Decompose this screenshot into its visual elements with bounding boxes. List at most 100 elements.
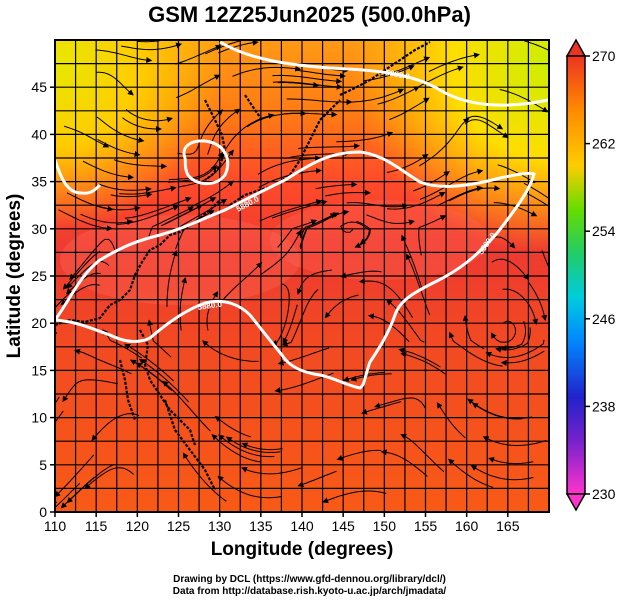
streamline xyxy=(211,434,262,463)
streamline xyxy=(485,339,545,359)
streamline xyxy=(270,283,290,346)
streamline xyxy=(113,159,168,170)
streamline xyxy=(448,458,494,488)
contour-label: 5880.0 xyxy=(197,300,223,312)
streamline xyxy=(124,343,174,382)
colorbar-tick-label: 254 xyxy=(592,223,616,239)
streamline xyxy=(350,373,392,382)
streamline xyxy=(191,180,234,207)
geopotential-contour-5880 xyxy=(55,40,549,390)
streamline xyxy=(359,278,414,318)
streamline xyxy=(412,171,450,192)
streamline xyxy=(363,65,415,82)
credit-drawing: Drawing by DCL (https://www.gfd-dennou.o… xyxy=(173,574,446,585)
streamline xyxy=(91,413,140,442)
streamline xyxy=(336,131,394,143)
y-tick-label: 35 xyxy=(31,174,47,190)
streamline xyxy=(500,320,526,352)
streamline xyxy=(175,44,222,65)
streamline xyxy=(296,69,346,79)
credits: Drawing by DCL (https://www.gfd-dennou.o… xyxy=(0,574,619,598)
streamline xyxy=(366,214,415,226)
x-tick-label: 155 xyxy=(414,518,438,534)
streamlines xyxy=(55,40,549,509)
streamline xyxy=(283,111,338,118)
streamline xyxy=(166,249,178,307)
x-tick-label: 135 xyxy=(249,518,273,534)
streamline xyxy=(281,288,319,347)
streamline xyxy=(374,397,427,410)
streamline xyxy=(497,164,536,184)
streamline xyxy=(241,442,283,451)
streamline xyxy=(322,490,387,504)
streamline xyxy=(462,315,485,350)
streamline xyxy=(162,380,211,432)
streamline xyxy=(386,191,446,210)
colorbar-scale xyxy=(566,55,586,495)
streamline xyxy=(277,219,318,248)
streamline xyxy=(300,212,340,250)
streamline xyxy=(258,167,322,188)
streamline xyxy=(324,294,359,319)
streamline xyxy=(418,215,447,256)
streamline xyxy=(168,151,224,181)
y-tick-label: 0 xyxy=(39,504,47,520)
streamline xyxy=(389,97,430,121)
streamline xyxy=(66,260,110,289)
streamline xyxy=(470,465,534,481)
streamline xyxy=(377,86,420,105)
streamline xyxy=(202,340,259,362)
streamline xyxy=(488,457,534,465)
x-tick-label: 150 xyxy=(373,518,397,534)
x-tick-label: 130 xyxy=(208,518,232,534)
streamline xyxy=(241,467,302,475)
streamline xyxy=(96,116,145,143)
streamline xyxy=(214,415,251,438)
streamline xyxy=(225,436,281,453)
y-tick-label: 25 xyxy=(31,268,47,284)
streamline xyxy=(418,118,470,167)
streamline xyxy=(82,160,135,180)
streamline xyxy=(482,436,547,446)
streamline xyxy=(165,204,203,225)
colorbar-tick-label: 262 xyxy=(592,136,616,152)
y-tick-label: 30 xyxy=(31,221,47,237)
y-tick-label: 5 xyxy=(39,457,47,473)
streamline xyxy=(500,350,545,366)
x-tick-label: 140 xyxy=(290,518,314,534)
streamline xyxy=(315,181,358,190)
streamline xyxy=(178,198,228,231)
streamline xyxy=(272,74,343,85)
streamline xyxy=(340,221,371,245)
streamline xyxy=(448,185,501,202)
streamline xyxy=(400,351,446,375)
streamline xyxy=(386,299,425,343)
x-tick-label: 115 xyxy=(85,518,108,534)
streamline xyxy=(62,250,101,290)
streamline xyxy=(277,81,320,88)
streamline xyxy=(55,332,58,336)
streamline xyxy=(69,238,116,281)
streamline xyxy=(124,196,192,219)
streamline xyxy=(195,40,197,41)
streamline xyxy=(119,185,177,195)
streamline xyxy=(125,109,174,123)
streamline xyxy=(528,282,548,322)
streamline xyxy=(282,304,298,344)
streamline xyxy=(490,320,517,343)
streamline xyxy=(137,40,167,43)
streamline xyxy=(220,262,263,303)
streamline xyxy=(342,372,384,382)
y-tick-label: 10 xyxy=(31,410,47,426)
streamline xyxy=(260,229,302,276)
streamline xyxy=(62,379,119,403)
streamline xyxy=(541,250,549,270)
streamline xyxy=(182,452,227,502)
streamline xyxy=(464,119,509,139)
streamline xyxy=(296,269,332,295)
x-tick-label: 125 xyxy=(167,518,191,534)
streamline xyxy=(414,65,464,90)
streamline xyxy=(400,434,445,473)
streamline xyxy=(176,74,221,99)
streamline xyxy=(419,168,484,200)
